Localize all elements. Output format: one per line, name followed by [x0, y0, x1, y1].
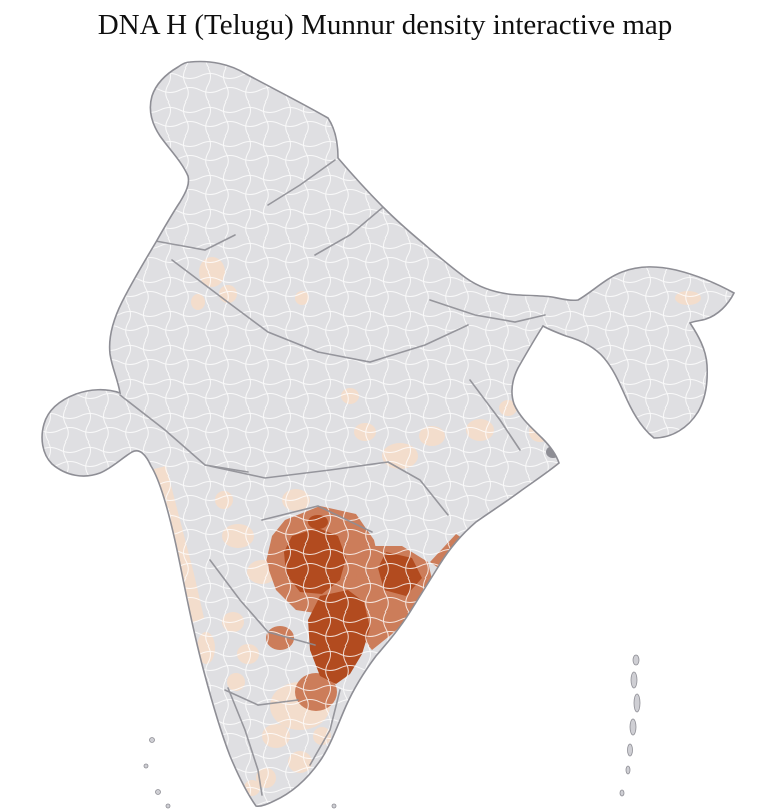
- andaman-island[interactable]: [627, 743, 633, 757]
- lakshadweep-island[interactable]: [149, 737, 155, 743]
- lakshadweep-island[interactable]: [143, 763, 149, 769]
- small-island[interactable]: [331, 803, 337, 809]
- andaman-island[interactable]: [632, 654, 640, 666]
- andaman-island[interactable]: [629, 718, 637, 736]
- andaman-island[interactable]: [630, 671, 638, 689]
- andaman-island[interactable]: [619, 789, 625, 797]
- state-borders: [119, 159, 546, 796]
- andaman-island[interactable]: [633, 693, 641, 713]
- lakshadweep-island[interactable]: [155, 789, 161, 795]
- islands[interactable]: [143, 654, 641, 809]
- lakshadweep-island[interactable]: [165, 803, 171, 809]
- district-boundaries-overlay: [42, 61, 735, 807]
- andaman-island[interactable]: [625, 765, 631, 775]
- page-title: DNA H (Telugu) Munnur density interactiv…: [97, 9, 673, 41]
